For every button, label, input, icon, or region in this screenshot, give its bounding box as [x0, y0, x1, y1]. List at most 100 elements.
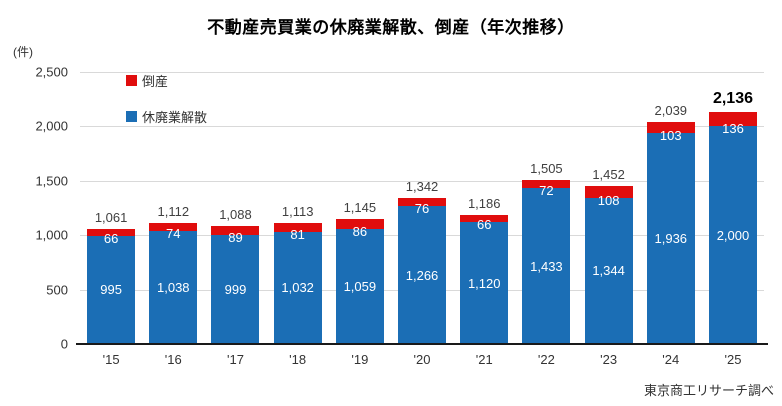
stacked-bar-21: 1,120 66 1,186: [460, 196, 509, 344]
x-axis-label-16: '16: [164, 352, 182, 367]
gridline-1500: [80, 180, 764, 182]
stacked-bar-15: 995 66 1,061: [87, 210, 136, 344]
legend-swatch-icon: [126, 75, 137, 86]
x-axis-label-17: '17: [226, 352, 244, 367]
x-axis-label-18: '18: [289, 352, 307, 367]
stacked-bar-17: 999 89 1,088: [211, 207, 260, 344]
bar-slot-15: 995 66 1,061 '15: [80, 72, 142, 367]
legend-item-0: 倒産: [126, 71, 207, 90]
bar-slot-17: 999 89 1,088 '17: [204, 72, 266, 367]
x-axis-label-25: '25: [724, 352, 742, 367]
total-value-label: 1,061: [94, 209, 128, 225]
bankruptcy-segment: [335, 219, 384, 229]
x-axis-label-22: '22: [537, 352, 555, 367]
bar-slot-22: 1,433 72 1,505 '22: [515, 72, 577, 367]
x-axis-label-19: '19: [351, 352, 369, 367]
closure-segment: 1,433: [522, 188, 571, 344]
total-value-label: 1,088: [219, 206, 252, 222]
bar-slot-20: 1,266 76 1,342 '20: [391, 72, 453, 367]
bar-slot-23: 1,344 108 1,452 '23: [578, 72, 640, 367]
total-value-label: 1,452: [592, 167, 625, 183]
chart-title: 不動産売買業の休廃業解散、倒産（年次推移）: [207, 18, 575, 37]
stacked-bar-20: 1,266 76 1,342: [398, 179, 447, 344]
gridline-2000: [80, 126, 764, 128]
legend-label: 休廃業解散: [142, 110, 208, 125]
closure-segment: 1,936: [646, 133, 695, 344]
x-axis-label-23: '23: [600, 352, 618, 367]
gridline-2500: [80, 72, 764, 73]
y-tick-label-2000: 2,000: [35, 118, 68, 134]
total-value-label: 2,039: [654, 103, 688, 119]
y-tick-label-1500: 1,500: [35, 173, 68, 189]
closure-value-label: 1,120: [467, 275, 501, 291]
total-value-label: 1,186: [467, 195, 501, 211]
closure-value-label: 1,032: [281, 280, 314, 296]
x-axis-label-24: '24: [662, 352, 680, 367]
legend-item-1: 休廃業解散: [126, 107, 207, 126]
stacked-bar-19: 1,059 86 1,145: [335, 200, 384, 344]
closure-value-label: 999: [224, 282, 247, 298]
stacked-bar-18: 1,032 81 1,113: [273, 204, 322, 344]
legend-swatch-icon: [126, 111, 137, 122]
closure-segment: 1,059: [335, 228, 384, 344]
bar-slot-21: 1,120 66 1,186 '21: [453, 72, 515, 367]
closure-segment: 1,032: [273, 231, 322, 344]
closure-segment: 2,000: [708, 126, 757, 344]
x-axis-label-20: '20: [413, 352, 431, 367]
closure-value-label: 1,059: [343, 278, 377, 294]
stacked-bar-24: 1,936 103 2,039: [646, 103, 695, 344]
bar-slot-16: 1,038 74 1,112 '16: [142, 72, 204, 367]
closure-value-label: 1,038: [157, 280, 190, 296]
closure-value-label: 1,433: [530, 258, 563, 274]
x-axis-label-21: '21: [475, 352, 493, 367]
closure-segment: 999: [211, 235, 260, 344]
closure-segment: 995: [87, 235, 136, 344]
bankruptcy-segment: [211, 225, 260, 236]
stacked-bar-16: 1,038 74 1,112: [149, 204, 198, 344]
y-axis-unit-label: (件): [13, 45, 33, 59]
bankruptcy-segment: [708, 111, 757, 127]
closure-value-label: 2,000: [716, 227, 750, 243]
y-tick-label-1000: 1,000: [35, 227, 68, 243]
legend: 倒産 休廃業解散: [126, 71, 207, 143]
bars-container: 995 66 1,061 '15 1,038 74 1,112 '16 999 89 1,088 '1…: [80, 72, 764, 367]
closure-segment: 1,266: [398, 206, 447, 344]
stacked-bar-23: 1,344 108 1,452: [584, 167, 633, 344]
closure-segment: 1,344: [584, 197, 633, 344]
closure-value-label: 1,936: [654, 231, 688, 247]
bankruptcy-segment: [273, 222, 322, 232]
total-value-label: 1,342: [405, 179, 439, 194]
total-value-label: 2,136: [712, 89, 753, 107]
y-tick-label-0: 0: [60, 336, 68, 352]
total-value-label: 1,113: [281, 203, 314, 219]
bankruptcy-segment: [87, 228, 136, 236]
closure-value-label: 995: [100, 282, 122, 298]
bankruptcy-segment: [398, 198, 447, 207]
bar-slot-25: 2,000 136 2,136 '25: [702, 72, 764, 367]
stacked-bar-25: 2,000 136 2,136: [708, 90, 757, 344]
bankruptcy-segment: [149, 223, 198, 232]
bar-slot-24: 1,936 103 2,039 '24: [640, 72, 702, 367]
total-value-label: 1,145: [343, 200, 377, 216]
bankruptcy-segment: [646, 122, 695, 134]
bankruptcy-segment: [584, 186, 633, 198]
closure-segment: 1,038: [149, 231, 198, 344]
bankruptcy-segment: [522, 180, 571, 189]
bar-slot-19: 1,059 86 1,145 '19: [329, 72, 391, 367]
stacked-bar-22: 1,433 72 1,505: [522, 161, 571, 344]
x-axis-line: [76, 343, 768, 345]
y-tick-label-500: 500: [46, 282, 68, 298]
closure-segment: 1,120: [460, 222, 509, 344]
source-credit: 東京商工リサーチ調べ: [643, 383, 774, 398]
bar-slot-18: 1,032 81 1,113 '18: [267, 72, 329, 367]
closure-value-label: 1,344: [592, 263, 625, 279]
legend-label: 倒産: [142, 74, 169, 89]
y-tick-label-2500: 2,500: [35, 64, 68, 80]
x-axis-label-15: '15: [102, 352, 120, 367]
plot-area: 0 500 1,000 1,500 2,000 2,500 995 66 1,061 '15 1,…: [35, 65, 768, 367]
total-value-label: 1,112: [157, 204, 190, 220]
closure-value-label: 1,266: [405, 267, 439, 283]
total-value-label: 1,505: [530, 161, 563, 177]
bankruptcy-segment: [460, 214, 509, 223]
